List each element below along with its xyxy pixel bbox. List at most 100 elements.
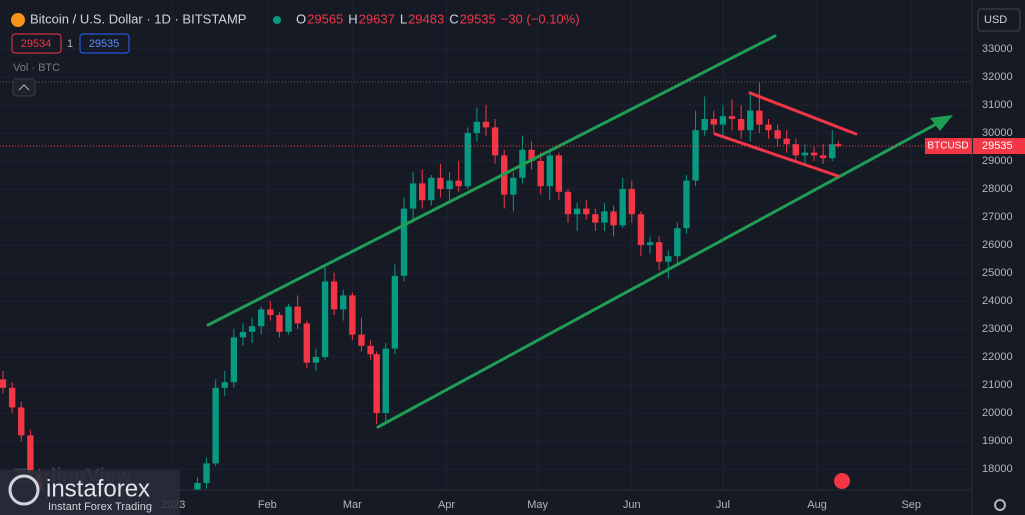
y-tick-label: 32000 — [982, 71, 1013, 83]
currency[interactable]: USD — [984, 14, 1007, 26]
candle-body — [437, 177, 444, 189]
candle-body — [619, 189, 626, 226]
candle-body — [637, 214, 645, 245]
ohlc-label: C — [449, 11, 458, 26]
candle-body — [783, 138, 790, 145]
candle-body — [737, 119, 745, 131]
ohlc-label: H — [348, 11, 357, 26]
collapse-icon — [18, 84, 30, 91]
candle-body — [482, 121, 490, 128]
candle-body — [0, 379, 7, 388]
candle-body — [391, 275, 399, 349]
y-tick-label: 24000 — [982, 295, 1013, 307]
candle-body — [592, 214, 599, 223]
candle-body — [367, 345, 374, 355]
candle-body — [819, 155, 827, 159]
candle-body — [373, 354, 380, 413]
candle-body — [628, 189, 635, 215]
candle-body — [340, 295, 347, 310]
candle-body — [18, 407, 25, 436]
flag-lower — [713, 132, 840, 178]
y-tick-label: 33000 — [982, 43, 1013, 55]
symbol: Bitcoin / U.S. Dollar · 1D · BITSTAMP — [30, 11, 246, 26]
arrow-head — [930, 115, 953, 131]
candle-body — [428, 177, 435, 201]
candle-body — [212, 387, 219, 464]
ohlc: O 29565 H 29637 L 29483 C 29535 −30 (−0.10%) — [296, 11, 580, 26]
currency-box[interactable] — [977, 8, 1021, 32]
candle-body — [510, 177, 517, 195]
y-tick-label: 30000 — [982, 127, 1013, 139]
y-tick-label: 26000 — [982, 239, 1013, 251]
candle-body — [285, 306, 292, 332]
y-tick-label: 31000 — [982, 99, 1013, 111]
ask[interactable]: 29535 — [89, 38, 120, 50]
candle-body — [835, 144, 842, 147]
candle-body — [409, 183, 417, 209]
y-tick-label: 18000 — [982, 463, 1013, 475]
x-tick-label: Feb — [258, 499, 277, 511]
btc-icon — [11, 13, 25, 27]
candle-body — [528, 149, 535, 161]
candle-body — [446, 180, 453, 189]
candle-body — [701, 119, 708, 131]
y-tick-label: 19000 — [982, 435, 1013, 447]
axes: 18000 19000 20000 21000 22000 23000 24000 25000… — [161, 43, 1013, 511]
candle-body — [601, 211, 608, 223]
candle-body — [646, 242, 654, 245]
change: −30 (−0.10%) — [501, 11, 580, 26]
candle-body — [555, 155, 563, 192]
candle-body — [358, 334, 365, 346]
candle-body — [728, 116, 736, 119]
candle-body — [267, 309, 274, 315]
last-price-value: 29535 — [982, 140, 1013, 152]
candle-body — [27, 435, 34, 475]
bid-box[interactable] — [11, 33, 62, 54]
candle-body — [829, 144, 836, 159]
candle-body — [655, 242, 663, 262]
ohlc-label: L — [400, 11, 407, 26]
candle-body — [719, 116, 727, 125]
bid[interactable]: 29534 — [21, 38, 52, 50]
candle-body — [583, 208, 590, 215]
ask-box[interactable] — [79, 33, 130, 54]
y-tick-label: 29000 — [982, 155, 1013, 167]
candle-body — [774, 130, 781, 139]
event-marker[interactable] — [834, 473, 850, 489]
candle-body — [312, 357, 320, 363]
candle-body — [747, 110, 754, 131]
brand: instaforex — [46, 475, 150, 502]
y-tick-label: 27000 — [982, 211, 1013, 223]
last-price: BTCUSD 29535 — [0, 138, 1025, 155]
x-tick-label: Jul — [716, 499, 730, 511]
drawings — [206, 34, 953, 429]
y-tick-label: 22000 — [982, 351, 1013, 363]
candle-body — [564, 191, 572, 215]
candle-body — [692, 130, 699, 181]
candle-body — [194, 483, 201, 490]
candle-body — [303, 323, 310, 363]
candle-body — [349, 295, 356, 335]
ohlc-label: O — [296, 11, 306, 26]
channel-upper — [206, 34, 777, 327]
x-tick-label: Sep — [901, 499, 921, 511]
candle-body — [230, 337, 238, 383]
spread: 1 — [67, 38, 73, 50]
candle-body — [321, 281, 329, 357]
brand-logo — [8, 474, 40, 506]
candle-body — [491, 127, 499, 156]
candle-body — [801, 152, 809, 156]
last-price-tag-bg — [925, 138, 972, 155]
candle-body — [765, 124, 772, 131]
y-tick-label: 21000 — [982, 379, 1013, 391]
candle-body — [221, 382, 228, 388]
collapse-button[interactable] — [12, 78, 36, 97]
last-price-label-bg — [973, 138, 1025, 155]
candle-body — [419, 183, 426, 201]
settings-icon[interactable] — [994, 499, 1006, 511]
candle-body — [756, 110, 763, 125]
candle-body — [665, 256, 672, 262]
candle-body — [400, 208, 408, 276]
candle-body — [294, 306, 301, 324]
